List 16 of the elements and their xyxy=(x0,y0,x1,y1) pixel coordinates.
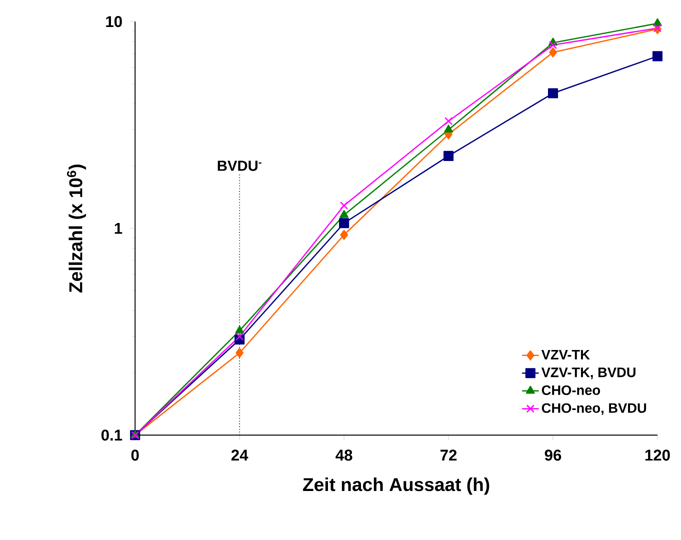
y-tick-label: 10 xyxy=(106,16,122,28)
legend-label: CHO-neo xyxy=(542,385,600,396)
y-tick-label: 0.1 xyxy=(101,430,122,441)
x-axis-title: Zeit nach Aussaat (h) xyxy=(303,478,490,495)
x-tick-label: 96 xyxy=(544,450,562,461)
x-tick-label: 120 xyxy=(645,450,670,461)
x-tick-label: 48 xyxy=(336,450,352,461)
y-tick-label: 1 xyxy=(114,222,122,234)
legend-label: VZV-TK xyxy=(541,350,590,360)
y-axis-title: Zellzahl (x 10$^{6}$) xyxy=(66,164,86,292)
legend-label: VZV-TK, BVDU xyxy=(541,368,636,380)
x-tick-label: 24 xyxy=(231,450,248,461)
ref-line-label: BVDU$^{-}$ xyxy=(218,160,262,171)
x-tick-label: 0 xyxy=(131,450,139,461)
legend-label: CHO-neo, BVDU xyxy=(542,403,646,415)
x-tick-label: 72 xyxy=(440,450,457,461)
